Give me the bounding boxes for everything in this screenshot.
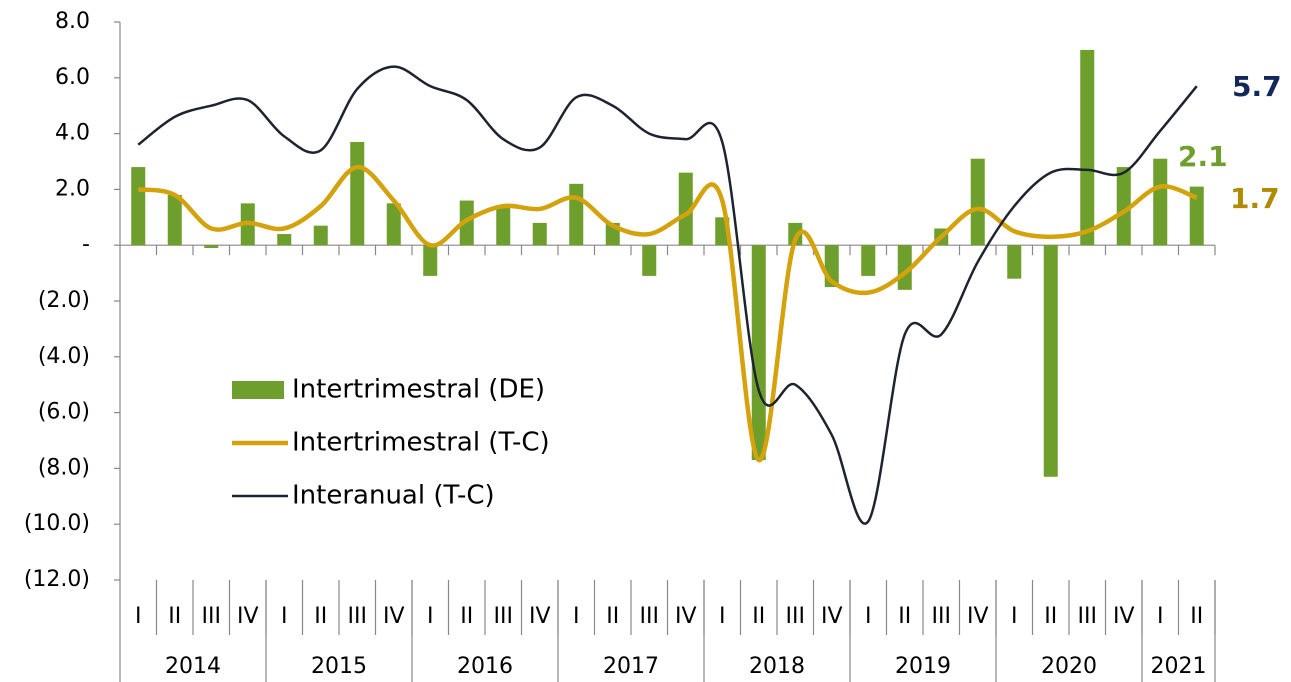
x-tick-label: III — [932, 604, 951, 629]
bar — [1116, 167, 1131, 246]
x-tick-label: IV — [1113, 604, 1135, 629]
x-tick-label: I — [281, 604, 288, 629]
x-tick-label: IV — [237, 604, 259, 629]
bar — [167, 194, 182, 246]
bar — [386, 203, 401, 246]
x-tick-label: I — [1157, 604, 1164, 629]
bar — [1080, 49, 1095, 246]
bar — [642, 245, 657, 276]
x-tick-label: I — [427, 604, 434, 629]
x-tick-label: III — [348, 604, 367, 629]
bar — [569, 183, 584, 246]
x-tick-label: IV — [967, 604, 989, 629]
y-tick-label: (12.0) — [24, 567, 90, 592]
legend-label: Intertrimestral (DE) — [292, 375, 545, 405]
line — [137, 164, 1198, 463]
x-tick-label: II — [898, 604, 911, 629]
year-label: 2018 — [749, 654, 805, 679]
x-tick-label: IV — [675, 604, 697, 629]
bar — [532, 222, 547, 246]
x-tick-label: I — [135, 604, 142, 629]
bar — [970, 158, 985, 246]
y-tick-label: (8.0) — [38, 455, 90, 480]
year-label: 2019 — [895, 654, 951, 679]
x-tick-label: II — [752, 604, 765, 629]
x-tick-label: IV — [529, 604, 551, 629]
y-tick-label: (2.0) — [38, 288, 90, 313]
year-label: 2017 — [603, 654, 659, 679]
x-tick-label: II — [168, 604, 181, 629]
year-label: 2021 — [1151, 654, 1207, 679]
bar — [1189, 186, 1204, 246]
x-tick-label: III — [1078, 604, 1097, 629]
x-tick-label: I — [573, 604, 580, 629]
legend-label: Intertrimestral (T-C) — [292, 428, 550, 458]
bar — [861, 245, 876, 276]
y-tick-label: 4.0 — [55, 121, 90, 146]
bar — [459, 200, 474, 246]
x-tick-label: II — [1044, 604, 1057, 629]
end-label: 2.1 — [1178, 140, 1228, 173]
x-tick-label: III — [494, 604, 513, 629]
x-tick-label: III — [202, 604, 221, 629]
bar — [1043, 245, 1058, 477]
y-tick-label: 2.0 — [55, 176, 90, 201]
year-label: 2020 — [1041, 654, 1097, 679]
bar — [1153, 158, 1168, 246]
x-tick-label: IV — [383, 604, 405, 629]
x-tick-label: III — [786, 604, 805, 629]
bar — [131, 167, 146, 246]
bar — [350, 141, 365, 246]
end-label: 1.7 — [1230, 182, 1280, 215]
year-label: 2014 — [165, 654, 221, 679]
bar — [313, 225, 328, 246]
x-tick-label: I — [719, 604, 726, 629]
x-tick-label: II — [314, 604, 327, 629]
bar — [277, 234, 292, 246]
year-label: 2016 — [457, 654, 513, 679]
bar — [204, 245, 219, 248]
x-tick-label: I — [865, 604, 872, 629]
y-tick-label: (4.0) — [38, 344, 90, 369]
x-tick-label: II — [606, 604, 619, 629]
y-tick-label: (6.0) — [38, 400, 90, 425]
y-tick-label: 8.0 — [55, 9, 90, 34]
legend-swatch — [232, 381, 284, 399]
y-tick-label: - — [82, 232, 90, 257]
bar — [678, 172, 693, 246]
year-label: 2015 — [311, 654, 367, 679]
x-tick-label: II — [1190, 604, 1203, 629]
y-tick-label: (10.0) — [24, 511, 90, 536]
bar — [1007, 245, 1022, 279]
x-tick-label: IV — [821, 604, 843, 629]
y-tick-label: 6.0 — [55, 65, 90, 90]
bar — [788, 222, 803, 246]
end-label: 5.7 — [1232, 70, 1282, 103]
x-tick-label: II — [460, 604, 473, 629]
x-tick-label: III — [640, 604, 659, 629]
bar — [423, 245, 438, 276]
line — [137, 65, 1198, 525]
bar — [751, 245, 766, 461]
legend-label: Interanual (T-C) — [292, 481, 495, 511]
x-tick-label: I — [1011, 604, 1018, 629]
bar — [496, 206, 511, 246]
bar — [897, 245, 912, 290]
